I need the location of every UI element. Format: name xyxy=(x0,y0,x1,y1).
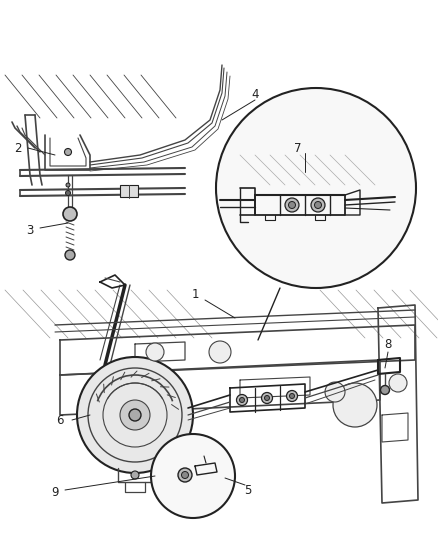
Circle shape xyxy=(333,383,377,427)
Circle shape xyxy=(216,88,416,288)
Circle shape xyxy=(65,250,75,260)
Circle shape xyxy=(325,382,345,402)
Bar xyxy=(120,185,138,197)
Circle shape xyxy=(285,198,299,212)
Text: 5: 5 xyxy=(244,483,252,497)
Circle shape xyxy=(64,149,71,156)
Text: 4: 4 xyxy=(251,88,259,101)
Circle shape xyxy=(151,434,235,518)
Circle shape xyxy=(209,341,231,363)
Circle shape xyxy=(389,374,407,392)
Text: 6: 6 xyxy=(56,414,64,426)
Circle shape xyxy=(265,395,269,400)
Circle shape xyxy=(311,198,325,212)
Text: 1: 1 xyxy=(191,288,199,302)
Circle shape xyxy=(237,394,247,406)
Circle shape xyxy=(240,398,244,402)
Circle shape xyxy=(178,468,192,482)
Text: 7: 7 xyxy=(294,141,302,155)
Circle shape xyxy=(314,201,321,208)
Circle shape xyxy=(129,409,141,421)
Text: 8: 8 xyxy=(384,338,392,351)
Circle shape xyxy=(66,183,70,187)
Circle shape xyxy=(77,357,193,473)
Circle shape xyxy=(289,201,296,208)
Circle shape xyxy=(63,207,77,221)
Text: 9: 9 xyxy=(51,486,59,498)
Circle shape xyxy=(146,343,164,361)
Circle shape xyxy=(381,385,389,394)
Text: 3: 3 xyxy=(26,223,34,237)
Text: 2: 2 xyxy=(14,141,22,155)
Circle shape xyxy=(181,472,188,479)
Circle shape xyxy=(120,400,150,430)
Circle shape xyxy=(286,391,297,401)
Circle shape xyxy=(131,471,139,479)
Circle shape xyxy=(66,190,71,196)
Circle shape xyxy=(261,392,272,403)
Circle shape xyxy=(290,393,294,399)
